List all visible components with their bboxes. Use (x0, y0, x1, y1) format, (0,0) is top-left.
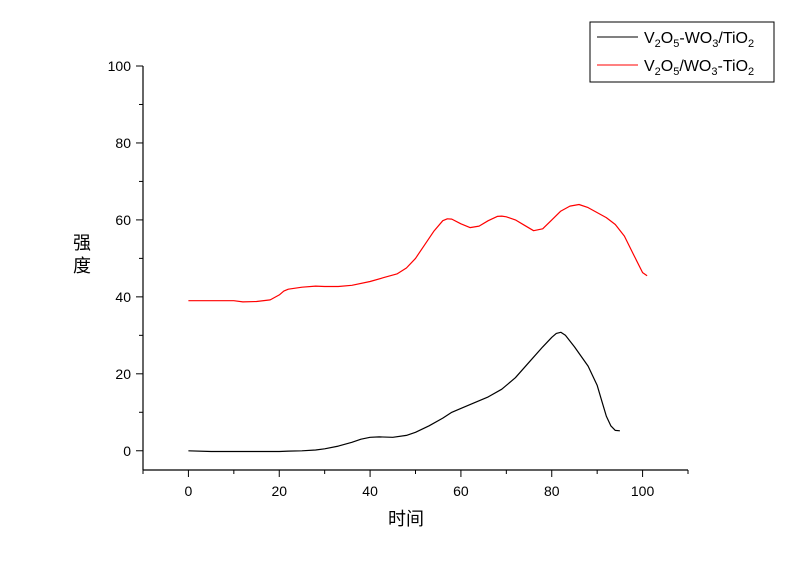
legend-label-2-part: /WO (679, 58, 711, 75)
plot-frame (142, 66, 688, 471)
x-tick-label: 40 (362, 483, 378, 499)
legend-label-1-sub: 2 (748, 38, 754, 50)
legend-label-1-sub: 3 (712, 38, 718, 50)
y-tick-label: 40 (115, 289, 131, 305)
x-tick-label: 20 (271, 483, 287, 499)
legend-box (589, 21, 775, 83)
legend-label-2-sub: 2 (655, 66, 661, 78)
series-line-2 (188, 203, 648, 303)
x-tick-label: 100 (631, 483, 655, 499)
legend-label-2-sub: 5 (673, 66, 679, 78)
series-layer (188, 203, 648, 453)
y-tick-label: 80 (115, 135, 131, 151)
legend-label-2-sub: 3 (711, 66, 717, 78)
y-axis-title-char-2: 度 (73, 256, 91, 276)
legend-label-1-part: O (661, 30, 673, 47)
series-line-1 (188, 331, 620, 453)
y-axis: 0 20 40 60 80 100 (108, 58, 143, 459)
x-tick-label: 60 (453, 483, 469, 499)
y-tick-label: 20 (115, 366, 131, 382)
y-axis-title: 强 度 (73, 233, 91, 276)
legend-label-2-sub: 2 (748, 66, 754, 78)
legend-label-1-sub: 5 (673, 38, 679, 50)
legend-label-1: V2O5-WO3/TiO2 (644, 30, 754, 50)
y-tick-label: 60 (115, 212, 131, 228)
legend-label-2-part: O (661, 58, 673, 75)
x-axis-title: 时间 (388, 509, 424, 529)
legend-label-1-sub: 2 (655, 38, 661, 50)
legend-label-2-part: -TiO (718, 58, 749, 75)
y-tick-label: 0 (123, 443, 131, 459)
legend: V2O5-WO3/TiO2 V2O5/WO3-TiO2 (589, 21, 775, 83)
y-axis-title-char-1: 强 (73, 233, 91, 253)
x-axis: 0 20 40 60 80 100 (142, 470, 689, 499)
legend-label-2: V2O5/WO3-TiO2 (644, 58, 754, 78)
legend-label-1-part: /TiO (718, 30, 748, 47)
legend-label-2-part: V (644, 58, 655, 75)
y-tick-label: 100 (108, 58, 132, 74)
legend-label-1-part: -WO (679, 30, 712, 47)
x-tick-label: 0 (185, 483, 193, 499)
x-tick-label: 80 (544, 483, 560, 499)
legend-label-1-part: V (644, 30, 655, 47)
